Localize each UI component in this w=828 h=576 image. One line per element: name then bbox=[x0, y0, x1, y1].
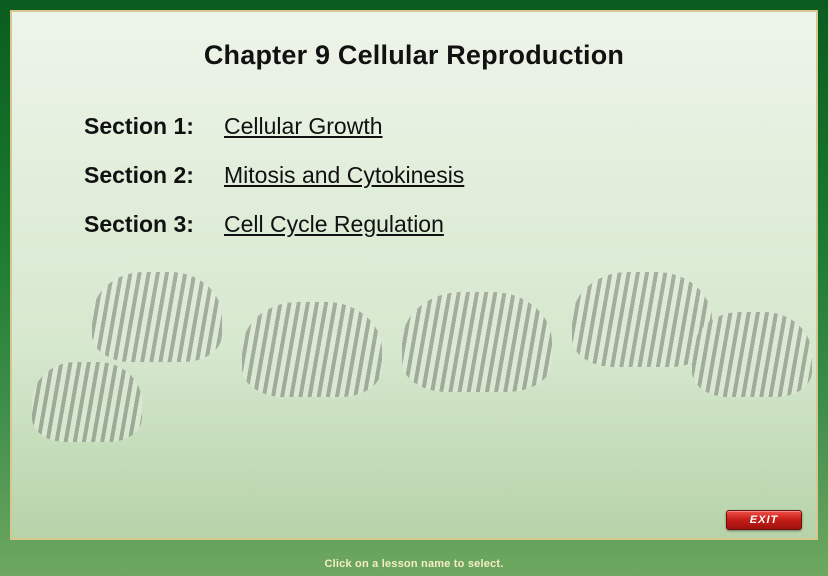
section-row: Section 3: Cell Cycle Regulation bbox=[84, 211, 744, 238]
section-list: Section 1: Cellular Growth Section 2: Mi… bbox=[84, 113, 744, 238]
section-row: Section 1: Cellular Growth bbox=[84, 113, 744, 140]
content-area: Chapter 9 Cellular Reproduction Section … bbox=[12, 12, 816, 238]
section-link-cell-cycle-regulation[interactable]: Cell Cycle Regulation bbox=[224, 211, 444, 238]
section-row: Section 2: Mitosis and Cytokinesis bbox=[84, 162, 744, 189]
exit-button[interactable]: EXIT bbox=[726, 510, 802, 530]
section-link-cellular-growth[interactable]: Cellular Growth bbox=[224, 113, 383, 140]
slide-frame: Chapter 9 Cellular Reproduction Section … bbox=[0, 0, 828, 576]
content-panel: Chapter 9 Cellular Reproduction Section … bbox=[10, 10, 818, 540]
section-label: Section 3: bbox=[84, 211, 224, 238]
section-label: Section 1: bbox=[84, 113, 224, 140]
footer-hint: Click on a lesson name to select. bbox=[0, 558, 828, 570]
chapter-title: Chapter 9 Cellular Reproduction bbox=[84, 40, 744, 71]
section-link-mitosis-cytokinesis[interactable]: Mitosis and Cytokinesis bbox=[224, 162, 464, 189]
section-label: Section 2: bbox=[84, 162, 224, 189]
